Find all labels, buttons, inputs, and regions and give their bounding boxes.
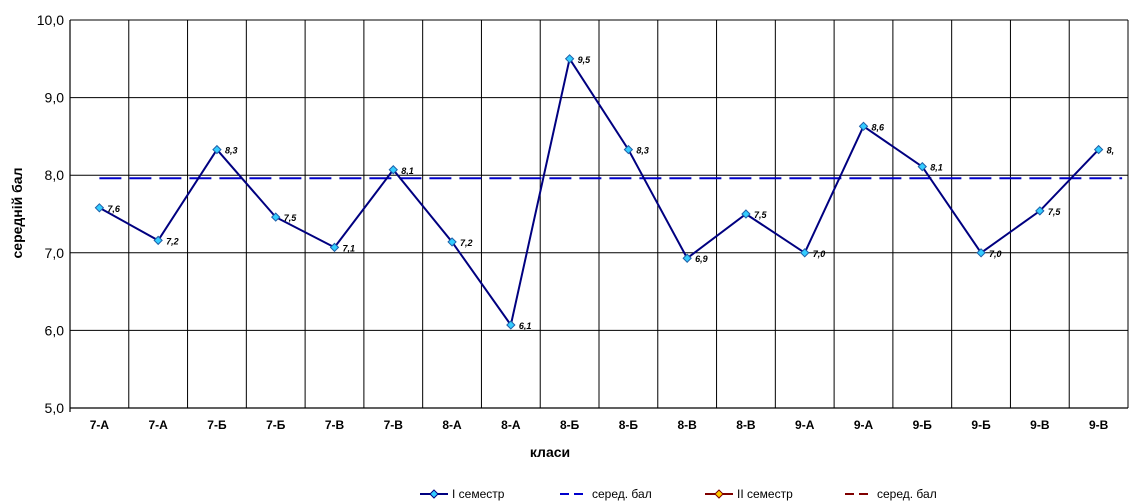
data-point-marker	[212, 144, 222, 155]
x-tick-label: 7-А	[148, 418, 168, 432]
series-lines	[98, 56, 1100, 328]
data-point-marker	[741, 209, 751, 219]
y-tick-label: 7,0	[45, 245, 65, 261]
data-point-marker	[858, 121, 869, 132]
legend-label: серед. бал	[592, 487, 652, 501]
data-labels: 7,6 7,2 8,3 7,5 7,1 8,1 7,2 6,1 9,5 8,3 6,9 7,5 7,0 8…	[107, 55, 1114, 331]
x-tick-label: 9-Б	[913, 418, 933, 432]
data-point-marker	[388, 165, 398, 175]
data-label: 7,0	[813, 249, 826, 259]
x-tick-label: 7-В	[325, 418, 345, 432]
data-label: 7,2	[460, 238, 473, 248]
data-label: 9,5	[578, 55, 592, 65]
legend-item: серед. бал	[560, 487, 652, 501]
data-point-marker	[447, 237, 457, 247]
x-axis-title: класи	[530, 444, 570, 460]
legend-label: ІІ семестр	[737, 487, 793, 501]
data-markers	[94, 54, 1104, 330]
data-label: 7,5	[1048, 207, 1062, 217]
data-point-marker	[564, 54, 575, 64]
data-label: 8,	[1107, 146, 1115, 156]
x-tick-label: 7-А	[90, 418, 110, 432]
series-line-semester-1	[98, 56, 1100, 328]
y-axis-title: середній бал	[9, 168, 25, 259]
data-label: 8,6	[872, 122, 886, 132]
legend-item: ІІ семестр	[705, 487, 793, 501]
x-tick-label: 7-Б	[266, 418, 286, 432]
x-tick-label: 7-Б	[207, 418, 227, 432]
x-tick-label: 9-А	[854, 418, 874, 432]
x-tick-label: 9-А	[795, 418, 815, 432]
legend-label: серед. бал	[877, 487, 937, 501]
data-point-marker	[1035, 206, 1045, 216]
legend-item: серед. бал	[845, 487, 937, 501]
data-point-marker	[329, 242, 340, 253]
data-label: 7,5	[754, 210, 768, 220]
data-label: 6,9	[695, 254, 708, 264]
data-point-marker	[623, 144, 634, 155]
data-point-marker	[506, 320, 516, 330]
data-label: 7,5	[284, 213, 298, 223]
y-tick-label: 5,0	[45, 400, 65, 416]
data-point-marker	[271, 212, 281, 222]
data-label: 7,2	[166, 236, 179, 246]
legend: І семестр серед. бал ІІ семестр серед. бал	[420, 487, 937, 501]
x-axis-ticks: 7-А 7-А 7-Б 7-Б 7-В 7-В 8-А 8-А 8-Б 8-Б 8-В 8-В 9-А 9…	[90, 418, 1109, 432]
data-label: 8,3	[225, 146, 238, 156]
y-axis-ticks: 5,0 6,0 7,0 8,0 9,0 10,0	[37, 12, 64, 416]
data-point-marker	[976, 248, 986, 258]
data-label: 7,6	[107, 204, 121, 214]
legend-marker-swatch	[429, 489, 439, 499]
x-tick-label: 9-В	[1030, 418, 1050, 432]
gridlines	[69, 19, 1129, 412]
data-point-marker	[1093, 144, 1104, 155]
legend-marker-swatch	[714, 489, 724, 499]
x-tick-label: 8-В	[677, 418, 697, 432]
y-tick-label: 8,0	[45, 167, 65, 183]
legend-label: І семестр	[452, 487, 505, 501]
x-tick-label: 8-А	[501, 418, 521, 432]
y-tick-label: 9,0	[45, 90, 65, 106]
data-point-marker	[682, 253, 692, 263]
data-label: 7,1	[343, 243, 356, 253]
x-tick-label: 9-В	[1089, 418, 1109, 432]
legend-item: І семестр	[420, 487, 505, 501]
data-label: 8,1	[401, 166, 414, 176]
data-label: 7,0	[989, 249, 1002, 259]
x-tick-label: 8-Б	[619, 418, 639, 432]
x-tick-label: 8-Б	[560, 418, 580, 432]
x-tick-label: 8-А	[442, 418, 462, 432]
data-point-marker	[917, 161, 927, 172]
y-tick-label: 6,0	[45, 322, 65, 338]
x-tick-label: 8-В	[736, 418, 756, 432]
data-point-marker	[94, 203, 105, 213]
data-point-marker	[153, 235, 163, 246]
data-label: 8,1	[930, 163, 943, 173]
data-label: 6,1	[519, 321, 532, 331]
y-tick-label: 10,0	[37, 12, 64, 28]
data-point-marker	[800, 248, 810, 258]
x-tick-label: 9-Б	[971, 418, 991, 432]
data-label: 8,3	[636, 146, 649, 156]
x-tick-label: 7-В	[384, 418, 404, 432]
